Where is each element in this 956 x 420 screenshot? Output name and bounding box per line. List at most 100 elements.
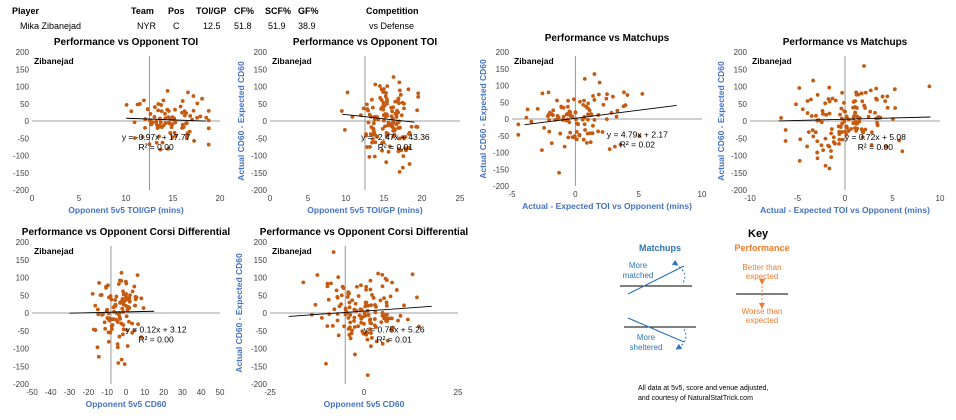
data-point	[640, 92, 645, 96]
y-tick-label: 150	[16, 65, 30, 74]
data-point	[143, 125, 147, 130]
data-point	[394, 122, 399, 127]
key-worse: Worse than expected	[742, 307, 783, 325]
data-point	[854, 121, 859, 126]
data-point	[378, 298, 383, 303]
data-point	[396, 110, 401, 115]
trend-r2: R² = 0.02	[620, 139, 655, 149]
data-point	[329, 281, 333, 286]
y-tick-label: -50	[255, 327, 267, 336]
x-tick-label: 10	[122, 194, 131, 203]
data-point	[124, 314, 129, 319]
x-tick-label: 5	[636, 190, 641, 199]
data-point	[372, 154, 377, 159]
x-tick-label: 10	[342, 194, 351, 203]
data-point	[325, 281, 330, 286]
data-point	[380, 341, 385, 346]
x-tick-label: 20	[216, 194, 225, 203]
data-point	[148, 112, 153, 116]
data-point	[191, 108, 196, 113]
data-point	[125, 344, 130, 348]
data-point	[104, 284, 108, 289]
data-point	[139, 335, 144, 340]
data-point	[779, 116, 783, 120]
data-point	[592, 72, 597, 76]
data-point	[165, 89, 170, 93]
data-point	[113, 298, 118, 302]
data-point	[106, 339, 111, 344]
data-point	[547, 118, 551, 122]
header-cf: CF%	[234, 6, 254, 16]
data-point	[566, 98, 571, 103]
data-point	[371, 296, 376, 300]
y-tick-label: 100	[16, 274, 30, 283]
data-point	[97, 281, 102, 285]
data-point	[810, 128, 815, 133]
data-point	[885, 94, 890, 99]
player-annotation: Zibanejad	[34, 246, 74, 256]
data-point	[546, 90, 551, 95]
y-tick-label: 150	[734, 65, 748, 74]
data-point	[184, 121, 188, 126]
data-point	[136, 322, 140, 327]
data-point	[883, 99, 888, 104]
y-tick-label: -100	[251, 345, 268, 354]
data-point	[604, 96, 609, 101]
y-tick-label: -100	[731, 152, 748, 161]
header-gf: GF%	[298, 6, 319, 16]
data-point	[885, 105, 890, 110]
data-point	[572, 134, 577, 139]
data-point	[357, 313, 362, 318]
data-point	[875, 123, 880, 128]
data-point	[586, 117, 590, 122]
data-point	[821, 111, 825, 116]
data-point	[187, 129, 192, 134]
data-point	[842, 109, 847, 114]
data-point	[341, 286, 346, 290]
data-point	[335, 294, 340, 299]
data-point	[369, 114, 373, 119]
data-point	[863, 127, 868, 132]
data-point	[206, 142, 211, 147]
data-point	[846, 129, 851, 133]
data-point	[604, 117, 609, 122]
data-point	[573, 110, 578, 115]
data-point	[96, 312, 101, 317]
data-point	[172, 130, 177, 135]
data-point	[596, 129, 601, 134]
data-point	[116, 361, 121, 365]
data-point	[572, 97, 576, 102]
data-point	[369, 331, 373, 335]
data-point	[844, 132, 849, 137]
data-point	[353, 301, 358, 306]
data-point	[404, 148, 408, 153]
data-point	[396, 96, 401, 101]
data-point	[540, 148, 544, 153]
data-point	[591, 94, 595, 98]
data-point	[166, 146, 170, 151]
data-point	[369, 97, 374, 102]
cell-player: Mika Zibanejad	[20, 21, 82, 31]
data-point	[584, 140, 589, 145]
data-point	[582, 76, 587, 81]
data-point	[339, 109, 344, 113]
data-point	[417, 324, 421, 329]
x-tick-label: 20	[418, 194, 427, 203]
trend-equation: y = 0.75x + 5.26	[364, 325, 425, 335]
data-point	[592, 98, 597, 102]
data-point	[385, 133, 390, 137]
data-point	[614, 114, 619, 119]
data-point	[830, 96, 835, 101]
data-point	[868, 109, 873, 114]
chart-opponent-toi-2: Performance vs Opponent TOI -200 -150 -100 -…	[236, 37, 465, 215]
data-point	[611, 94, 615, 99]
x-tick-label: 5	[77, 194, 82, 203]
x-tick-label: 30	[178, 388, 187, 397]
data-point	[380, 284, 385, 289]
data-point	[582, 122, 587, 127]
x-axis-label: Opponent 5v5 CD60	[324, 399, 405, 409]
trend-equation: y = -2.47x + 43.36	[361, 132, 430, 142]
data-point	[160, 140, 165, 145]
trend-equation: y = 0.12x + 3.12	[126, 325, 187, 335]
data-point	[558, 131, 563, 136]
